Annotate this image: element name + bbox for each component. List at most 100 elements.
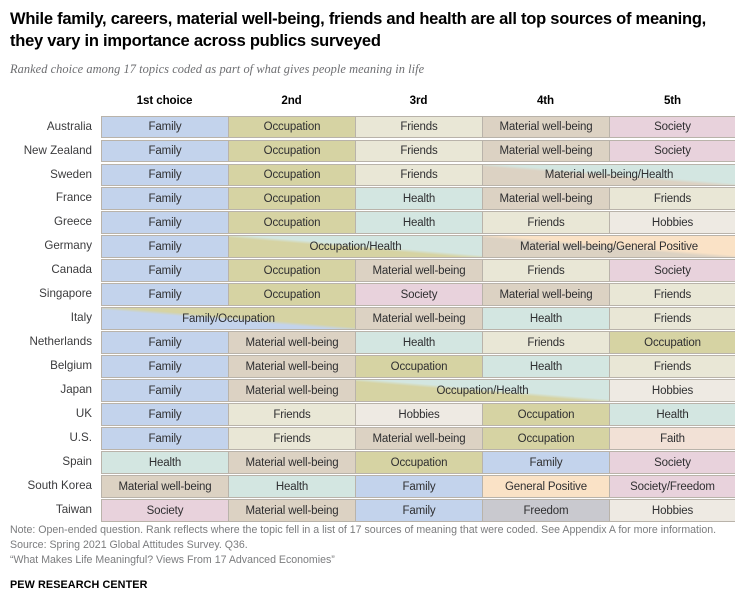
rank-cell[interactable]: Material well-being [355, 259, 482, 283]
rank-cell[interactable]: Health [355, 331, 482, 354]
rank-cell-fill [229, 476, 355, 497]
rank-cell[interactable]: Material well-being [355, 307, 482, 330]
rank-cell[interactable]: Family [355, 499, 482, 522]
rank-cell-fill [229, 188, 355, 210]
rank-cell[interactable]: Health [355, 211, 482, 235]
rank-cell[interactable]: General Positive [482, 475, 609, 498]
rank-cell[interactable]: Occupation [355, 355, 482, 378]
rank-cell[interactable]: Hobbies [609, 379, 735, 402]
rank-cell-fill [102, 284, 228, 306]
rank-cell[interactable]: Occupation [228, 139, 355, 163]
rank-cell[interactable]: Occupation [355, 451, 482, 474]
table-row: South Korea Material well-being Health Fami… [10, 475, 735, 498]
rank-cell-fill [102, 140, 228, 162]
rank-cell[interactable]: Faith [609, 427, 735, 450]
rank-cell[interactable]: Occupation [228, 211, 355, 235]
rank-cell[interactable]: Family [101, 379, 228, 402]
row-label-country: Canada [51, 263, 92, 277]
rank-cell[interactable]: Material well-being [482, 187, 609, 211]
rank-cell[interactable]: Health [228, 475, 355, 498]
rank-cell[interactable]: Family [101, 355, 228, 378]
rank-cell[interactable]: Material well-being [228, 331, 355, 354]
rank-cell[interactable]: Material well-being [228, 355, 355, 378]
rank-cell[interactable]: Material well-being [101, 475, 228, 498]
rank-cell-fill [610, 380, 735, 401]
rank-cell[interactable]: Health [482, 307, 609, 330]
rank-cell-fill [610, 260, 735, 282]
rank-cell[interactable]: Society [101, 499, 228, 522]
rank-cell-fill [610, 212, 735, 234]
rank-cell[interactable]: Hobbies [355, 403, 482, 426]
rank-cell[interactable]: Society [609, 115, 735, 139]
rank-cell[interactable]: Occupation [482, 403, 609, 426]
rank-cell[interactable]: Family [101, 331, 228, 354]
rank-cell[interactable]: Occupation [228, 187, 355, 211]
rank-cell[interactable]: Family [101, 211, 228, 235]
rank-cell[interactable]: Material well-being [228, 451, 355, 474]
rank-cell[interactable]: Health [609, 403, 735, 426]
rank-cell[interactable]: Family [101, 403, 228, 426]
rank-cell[interactable]: Material well-being [482, 115, 609, 139]
rank-cell[interactable]: Family [101, 235, 228, 259]
rank-cell[interactable]: Material well-being [228, 379, 355, 402]
rank-cell[interactable]: Friends [482, 331, 609, 354]
rank-cell[interactable]: Material well-being [482, 283, 609, 307]
rank-cell[interactable]: Health [355, 187, 482, 211]
rank-cell[interactable]: Material well-being [482, 139, 609, 163]
rank-cell[interactable]: Society/Freedom [609, 475, 735, 498]
rank-cell[interactable]: Friends [355, 139, 482, 163]
row-cells: Family Occupation Friends Material well-bei… [101, 139, 735, 163]
rank-cell[interactable]: Occupation/Health [355, 379, 609, 402]
rank-cell[interactable]: Family [355, 475, 482, 498]
rank-cell-fill [229, 140, 355, 162]
rank-cell[interactable]: Friends [609, 355, 735, 378]
rank-cell[interactable]: Family [482, 451, 609, 474]
rank-cell[interactable]: Material well-being/Health [482, 163, 735, 187]
rank-cell[interactable]: Friends [228, 427, 355, 450]
rank-cell[interactable]: Society [609, 451, 735, 474]
rank-cell[interactable]: Material well-being [228, 499, 355, 522]
column-header-5th: 5th [663, 93, 682, 107]
rank-cell[interactable]: Society [609, 139, 735, 163]
rank-cell[interactable]: Friends [228, 403, 355, 426]
column-header-row: 1st choice 2nd 3rd 4th 5th [10, 94, 725, 107]
rank-cell[interactable]: Material well-being/General Positive [482, 235, 735, 259]
rank-cell[interactable]: Occupation [228, 115, 355, 139]
rank-cell-fill [356, 260, 482, 282]
rank-cell[interactable]: Hobbies [609, 499, 735, 522]
rank-cell[interactable]: Family [101, 139, 228, 163]
rank-cell-fill [102, 380, 228, 401]
rank-cell[interactable]: Friends [609, 307, 735, 330]
rank-cell[interactable]: Hobbies [609, 211, 735, 235]
rank-cell-fill [356, 476, 482, 497]
rank-cell[interactable]: Family/Occupation [101, 307, 355, 330]
row-label-country: Greece [53, 215, 92, 229]
rank-cell-fill [102, 452, 228, 473]
rank-cell[interactable]: Family [101, 115, 228, 139]
rank-cell[interactable]: Society [609, 259, 735, 283]
rank-cell[interactable]: Health [482, 355, 609, 378]
rank-cell[interactable]: Friends [609, 283, 735, 307]
rank-cell[interactable]: Occupation [228, 283, 355, 307]
rank-cell[interactable]: Family [101, 427, 228, 450]
rank-cell[interactable]: Material well-being [355, 427, 482, 450]
rank-cell[interactable]: Freedom [482, 499, 609, 522]
rank-cell[interactable]: Occupation [609, 331, 735, 354]
rank-cell[interactable]: Occupation [228, 163, 355, 187]
rank-cell[interactable]: Family [101, 283, 228, 307]
rank-cell[interactable]: Occupation/Health [228, 235, 482, 259]
rank-cell[interactable]: Friends [355, 115, 482, 139]
rank-cell[interactable]: Family [101, 163, 228, 187]
rank-cell[interactable]: Occupation [228, 259, 355, 283]
table-row: Greece Family Occupation Health Friends Hobbi… [10, 211, 735, 235]
rank-cell[interactable]: Health [101, 451, 228, 474]
rank-cell[interactable]: Family [101, 259, 228, 283]
rank-cell[interactable]: Society [355, 283, 482, 307]
rank-cell[interactable]: Occupation [482, 427, 609, 450]
rank-cell[interactable]: Friends [482, 211, 609, 235]
rank-cell[interactable]: Family [101, 187, 228, 211]
rank-cell[interactable]: Friends [482, 259, 609, 283]
rank-cell[interactable]: Friends [609, 187, 735, 211]
rank-cell[interactable]: Friends [355, 163, 482, 187]
row-cells: Family Material well-being Occupation/Heal… [101, 379, 735, 402]
